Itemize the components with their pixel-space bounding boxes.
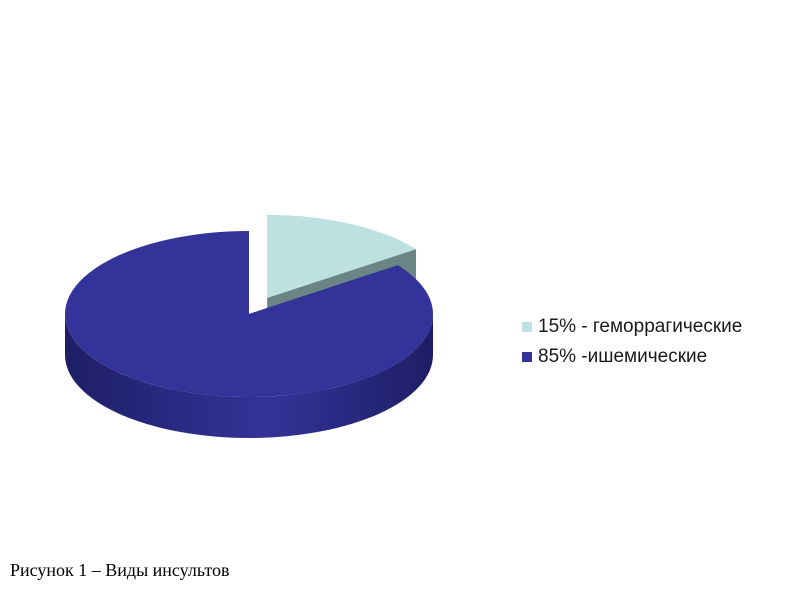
legend-label-ischemic: 85% -ишемические xyxy=(538,346,708,367)
legend-swatch-ischemic xyxy=(522,352,532,362)
legend-item-ischemic: 85% -ишемические xyxy=(522,342,742,372)
pie-slice-side xyxy=(65,314,433,438)
figure-caption: Рисунок 1 – Виды инсультов xyxy=(10,560,230,580)
pie-slice-ischemic xyxy=(64,230,433,397)
legend-item-hemorrhagic: 15% - геморрагические xyxy=(522,312,742,342)
legend-swatch-hemorrhagic xyxy=(522,322,532,332)
pie-slice-hemorrhagic xyxy=(267,214,417,298)
chart-legend: 15% - геморрагические 85% -ишемические xyxy=(522,312,742,372)
legend-label-hemorrhagic: 15% - геморрагические xyxy=(538,316,743,337)
